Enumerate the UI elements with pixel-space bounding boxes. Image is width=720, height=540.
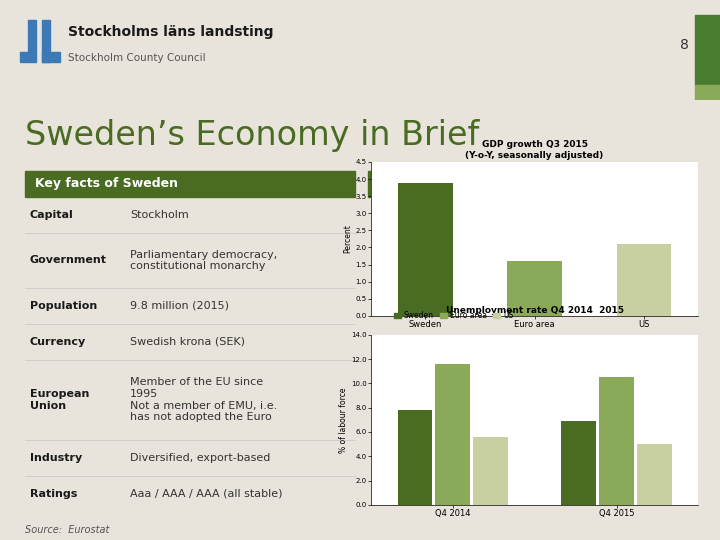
Text: Stockholms läns landsting: Stockholms läns landsting (68, 25, 274, 39)
Title: GDP growth Q3 2015
(Y-o-Y, seasonally adjusted): GDP growth Q3 2015 (Y-o-Y, seasonally ad… (465, 140, 604, 160)
Bar (695, 15, 720, 85)
Bar (42, 52, 60, 62)
Text: European
Union: European Union (30, 389, 89, 410)
Text: Key facts of Sweden: Key facts of Sweden (35, 178, 178, 191)
Text: Parliamentary democracy,
constitutional monarchy: Parliamentary democracy, constitutional … (130, 249, 277, 271)
Bar (616, 244, 671, 316)
Text: Capital: Capital (30, 210, 73, 220)
Bar (42, 20, 50, 62)
Text: Strong underlying economy: Strong underlying economy (378, 178, 572, 191)
Bar (398, 183, 453, 316)
Y-axis label: Percent: Percent (343, 225, 353, 253)
Bar (508, 261, 562, 316)
Bar (599, 377, 634, 505)
Text: Stockholm County Council: Stockholm County Council (68, 53, 206, 63)
Text: Diversified, export-based: Diversified, export-based (130, 453, 271, 463)
Text: Government: Government (30, 255, 107, 265)
Text: Aaa / AAA / AAA (all stable): Aaa / AAA / AAA (all stable) (130, 489, 282, 499)
Bar (695, 85, 720, 100)
Bar (368, 171, 695, 197)
Text: 8: 8 (680, 38, 689, 52)
Text: Ratings: Ratings (30, 489, 77, 499)
Text: Member of the EU since
1995
Not a member of EMU, i.e.
has not adopted the Euro: Member of the EU since 1995 Not a member… (130, 377, 277, 422)
Bar (473, 437, 508, 505)
Text: Stockholm: Stockholm (130, 210, 189, 220)
Bar (20, 52, 28, 62)
Bar (25, 171, 355, 197)
Text: Sweden’s Economy in Brief: Sweden’s Economy in Brief (25, 118, 480, 152)
Bar (436, 364, 470, 505)
Title: Unemployment rate Q4 2014  2015: Unemployment rate Q4 2014 2015 (446, 306, 624, 315)
Y-axis label: % of labour force: % of labour force (339, 387, 348, 453)
Text: Source:  Eurostat: Source: Eurostat (25, 525, 109, 535)
Legend: Sweden, Euro area, US: Sweden, Euro area, US (391, 308, 516, 323)
Text: Swedish krona (SEK): Swedish krona (SEK) (130, 337, 245, 347)
Text: Currency: Currency (30, 337, 86, 347)
Text: 9.8 million (2015): 9.8 million (2015) (130, 301, 229, 310)
Text: Industry: Industry (30, 453, 82, 463)
Bar (397, 410, 432, 505)
Text: Population: Population (30, 301, 97, 310)
Bar (562, 421, 596, 505)
Bar (637, 444, 672, 505)
Bar (28, 20, 36, 62)
